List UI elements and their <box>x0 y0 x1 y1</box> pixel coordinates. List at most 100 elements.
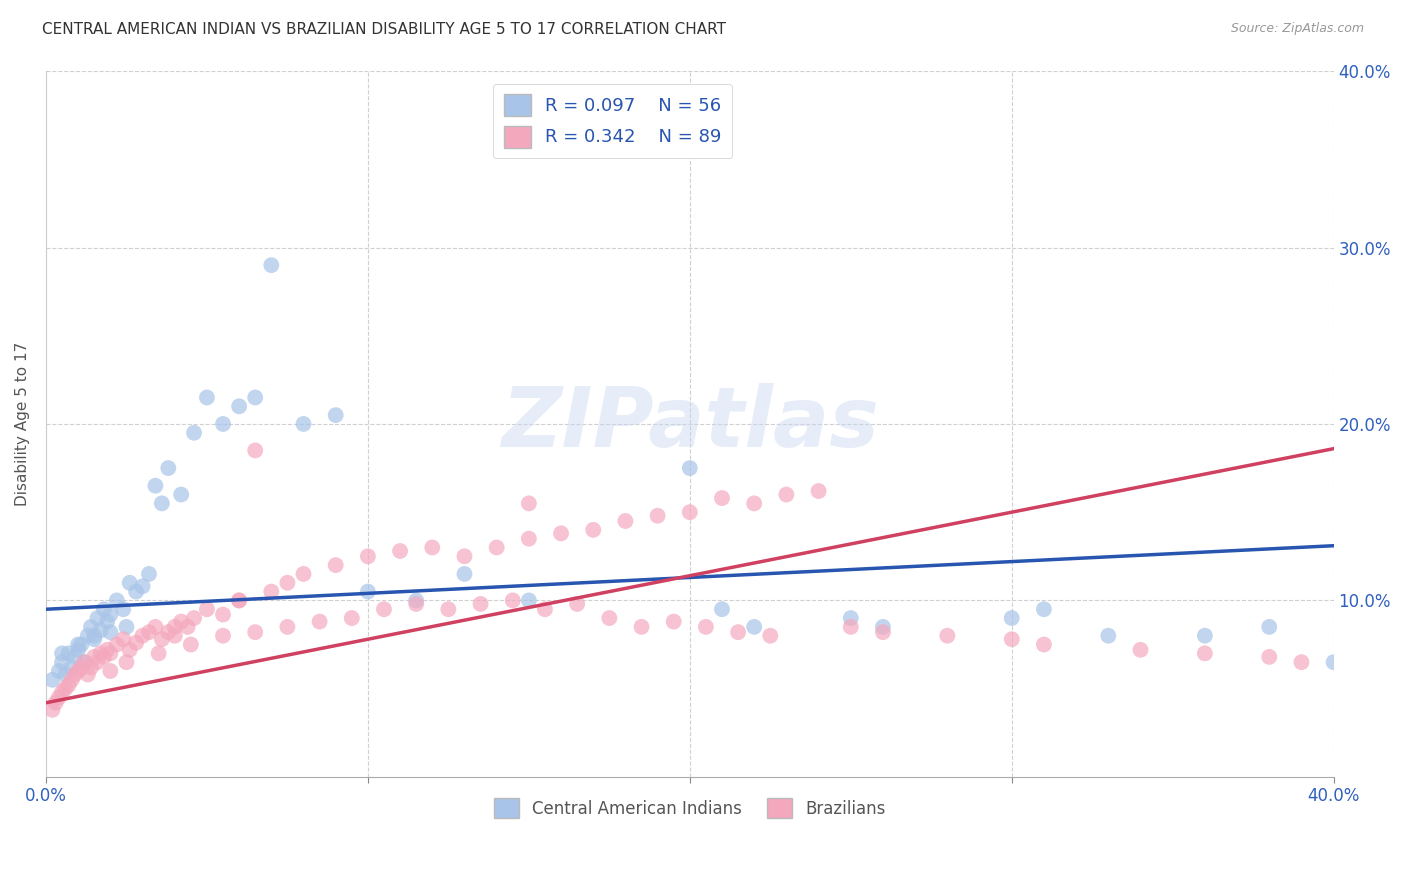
Point <box>839 620 862 634</box>
Point <box>138 625 160 640</box>
Point <box>695 620 717 634</box>
Point <box>195 391 218 405</box>
Text: ZIPatlas: ZIPatlas <box>501 384 879 465</box>
Point <box>115 620 138 634</box>
Point <box>1097 629 1119 643</box>
Text: Source: ZipAtlas.com: Source: ZipAtlas.com <box>1230 22 1364 36</box>
Point <box>1258 649 1281 664</box>
Point <box>125 636 148 650</box>
Point <box>138 566 160 581</box>
Point <box>118 575 141 590</box>
Point <box>276 575 298 590</box>
Point <box>105 593 128 607</box>
Point <box>98 646 121 660</box>
Point <box>70 638 93 652</box>
Point <box>148 646 170 660</box>
Point <box>711 491 734 505</box>
Point <box>63 667 86 681</box>
Point <box>48 690 70 705</box>
Point <box>60 660 83 674</box>
Point <box>872 625 894 640</box>
Point <box>1323 655 1346 669</box>
Point <box>98 664 121 678</box>
Point <box>67 642 90 657</box>
Point <box>86 611 108 625</box>
Point <box>51 685 73 699</box>
Point <box>517 593 540 607</box>
Point <box>1194 629 1216 643</box>
Point <box>180 638 202 652</box>
Point <box>76 629 98 643</box>
Point <box>775 487 797 501</box>
Point <box>662 615 685 629</box>
Point <box>1032 602 1054 616</box>
Point <box>51 655 73 669</box>
Point <box>260 584 283 599</box>
Point <box>112 602 135 616</box>
Point <box>357 584 380 599</box>
Y-axis label: Disability Age 5 to 17: Disability Age 5 to 17 <box>15 342 30 506</box>
Point <box>502 593 524 607</box>
Point <box>157 625 180 640</box>
Point <box>86 655 108 669</box>
Point <box>340 611 363 625</box>
Point <box>212 629 235 643</box>
Point <box>115 655 138 669</box>
Point <box>157 461 180 475</box>
Point <box>41 673 63 687</box>
Point <box>807 483 830 498</box>
Point <box>131 629 153 643</box>
Point <box>93 602 115 616</box>
Point <box>90 646 112 660</box>
Point <box>647 508 669 523</box>
Point <box>405 597 427 611</box>
Point <box>245 625 267 640</box>
Point <box>67 664 90 678</box>
Point <box>517 532 540 546</box>
Point <box>485 541 508 555</box>
Point <box>96 642 118 657</box>
Point <box>70 660 93 674</box>
Point <box>145 479 167 493</box>
Point <box>308 615 330 629</box>
Point <box>98 607 121 622</box>
Point <box>1001 632 1024 647</box>
Point <box>245 443 267 458</box>
Point <box>565 597 588 611</box>
Point <box>292 417 315 431</box>
Point <box>711 602 734 616</box>
Point <box>630 620 652 634</box>
Point <box>145 620 167 634</box>
Point <box>325 408 347 422</box>
Point <box>260 258 283 272</box>
Point <box>150 496 173 510</box>
Point <box>614 514 637 528</box>
Point <box>183 425 205 440</box>
Point <box>245 391 267 405</box>
Point <box>63 649 86 664</box>
Point <box>727 625 749 640</box>
Point <box>1258 620 1281 634</box>
Point <box>1032 638 1054 652</box>
Text: CENTRAL AMERICAN INDIAN VS BRAZILIAN DISABILITY AGE 5 TO 17 CORRELATION CHART: CENTRAL AMERICAN INDIAN VS BRAZILIAN DIS… <box>42 22 725 37</box>
Point <box>183 611 205 625</box>
Point <box>759 629 782 643</box>
Point <box>96 615 118 629</box>
Point <box>470 597 492 611</box>
Point <box>325 558 347 573</box>
Point <box>212 607 235 622</box>
Point <box>163 629 186 643</box>
Point <box>90 624 112 638</box>
Point <box>131 579 153 593</box>
Point <box>41 703 63 717</box>
Point <box>1129 642 1152 657</box>
Point <box>839 611 862 625</box>
Point <box>228 593 250 607</box>
Point <box>118 642 141 657</box>
Point <box>73 655 96 669</box>
Point <box>150 632 173 647</box>
Point <box>357 549 380 564</box>
Point <box>67 638 90 652</box>
Point <box>292 566 315 581</box>
Legend: Central American Indians, Brazilians: Central American Indians, Brazilians <box>488 791 893 825</box>
